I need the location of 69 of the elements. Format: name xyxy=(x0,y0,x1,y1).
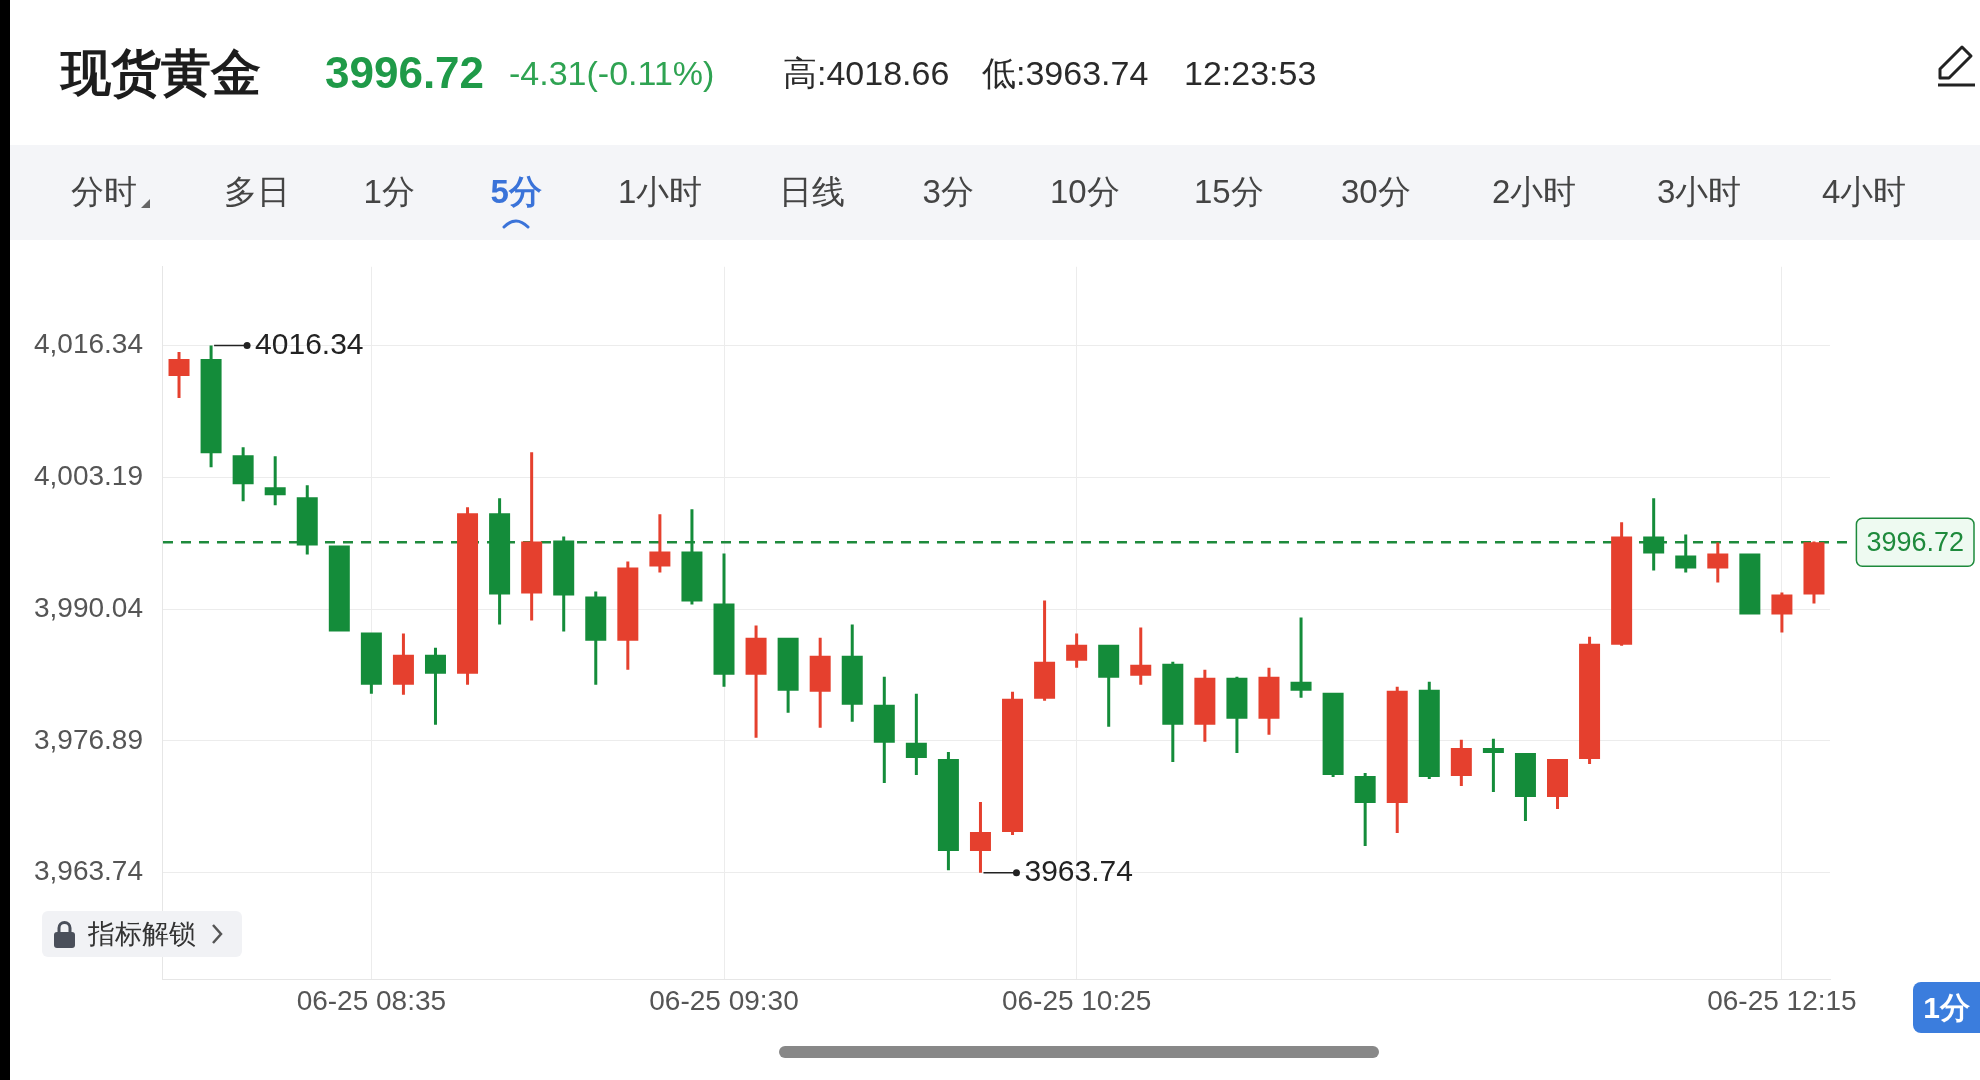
x-tick-label: 06-25 08:35 xyxy=(296,984,447,1016)
candlestick xyxy=(873,676,895,783)
candlestick xyxy=(1482,738,1504,792)
candlestick xyxy=(1418,681,1440,779)
candlestick xyxy=(1611,522,1633,646)
tab-panel: 分时 多日 1分 5分 1小时 日线 3分 10分 15分 30分 2小时 3小时 4小时 xyxy=(10,145,1980,240)
candlestick xyxy=(1002,691,1024,836)
candlestick xyxy=(1514,752,1536,822)
candlestick xyxy=(1290,617,1312,698)
y-tick-label: 3,976.89 xyxy=(34,723,143,755)
candlestick xyxy=(521,452,543,621)
y-tick-label: 4,016.34 xyxy=(34,328,143,360)
candlestick xyxy=(1258,667,1280,735)
candlestick xyxy=(905,693,927,775)
candlestick xyxy=(360,632,382,694)
text: 3996.72 xyxy=(325,47,485,99)
candlestick xyxy=(1354,772,1376,847)
candlestick xyxy=(1547,758,1569,810)
x-tick-label: 06-25 10:25 xyxy=(1001,984,1152,1016)
text: 高:4018.66 xyxy=(783,53,950,94)
candlestick xyxy=(1098,644,1120,727)
candlestick xyxy=(617,561,639,670)
candlestick xyxy=(1739,553,1761,615)
candlestick xyxy=(168,351,190,399)
candlestick xyxy=(1162,661,1184,762)
candlestick xyxy=(328,545,350,632)
text: -4.31(-0.11%) xyxy=(509,53,715,94)
candlestick xyxy=(841,624,863,722)
candlestick xyxy=(1034,600,1056,701)
annotation: 3963.74 xyxy=(1024,854,1133,888)
x-tick-label: 06-25 12:15 xyxy=(1707,984,1857,1016)
candlestick xyxy=(1226,676,1248,753)
candlestick xyxy=(264,456,286,506)
badge: 1分 xyxy=(1913,982,1980,1033)
x-tick-label: 06-25 09:30 xyxy=(649,984,799,1016)
annotation: 4016.34 xyxy=(255,326,364,360)
candlestick xyxy=(1707,542,1729,583)
candlestick xyxy=(1579,636,1601,764)
y-tick-label: 3,963.74 xyxy=(34,855,143,887)
candlestick xyxy=(553,536,575,632)
candlestick xyxy=(777,637,799,713)
candlestick xyxy=(649,514,671,573)
text: 12:23:53 xyxy=(1184,53,1317,94)
candlestick xyxy=(457,507,479,685)
button: 指标解锁 xyxy=(42,911,242,957)
y-tick-label: 4,003.19 xyxy=(34,460,143,492)
candlestick xyxy=(424,647,446,725)
text: 低:3963.74 xyxy=(982,53,1149,94)
candlestick xyxy=(1194,669,1216,742)
candlestick xyxy=(1450,739,1472,786)
ref-line-label: 3996.72 xyxy=(1866,526,1965,557)
candlestick xyxy=(1322,692,1344,777)
candlestick xyxy=(809,637,831,728)
annotation: 指标解锁 xyxy=(88,918,196,951)
chart-title: 现货黄金 xyxy=(61,44,261,102)
candlestick xyxy=(745,625,767,738)
candlestick xyxy=(937,751,959,871)
candlestick xyxy=(1130,627,1152,685)
candlestick xyxy=(585,591,607,685)
candlestick xyxy=(713,553,735,687)
candlestick xyxy=(969,802,991,873)
candlestick xyxy=(200,345,222,468)
candlestick xyxy=(1803,541,1825,604)
candlestick xyxy=(232,447,254,502)
candlestick xyxy=(1386,686,1408,834)
y-tick-label: 3,990.04 xyxy=(34,591,143,623)
candlestick xyxy=(1771,592,1793,633)
candlestick xyxy=(392,633,414,695)
candlestick xyxy=(1066,633,1088,668)
